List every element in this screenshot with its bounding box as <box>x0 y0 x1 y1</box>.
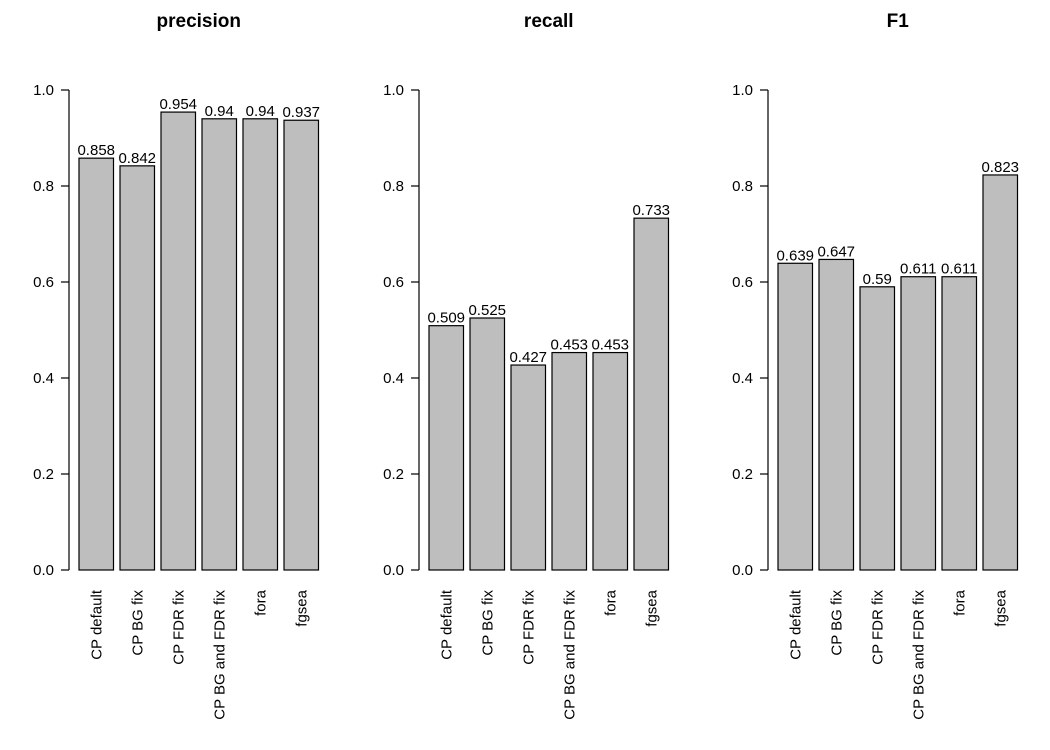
y-tick-label: 0.8 <box>732 178 753 195</box>
x-category-label: CP BG fix <box>479 590 496 656</box>
y-tick-label: 0.6 <box>732 274 753 291</box>
bar <box>510 364 547 571</box>
y-tick-label: 0.8 <box>33 178 54 195</box>
bar <box>242 118 279 571</box>
x-category-label: fora <box>951 589 968 616</box>
bar-value-label: 0.525 <box>468 302 506 319</box>
bar <box>469 317 506 571</box>
x-category-label: CP FDR fix <box>869 590 886 665</box>
y-tick-label: 1.0 <box>383 82 404 99</box>
bar <box>777 262 814 571</box>
x-category-label: fora <box>602 589 619 616</box>
y-tick-label: 0.2 <box>732 466 753 483</box>
bar <box>592 351 629 571</box>
y-tick-label: 1.0 <box>33 82 54 99</box>
x-category-label: CP default <box>787 589 804 660</box>
bar <box>160 111 197 571</box>
bar-value-label: 0.842 <box>118 150 156 167</box>
bar <box>900 276 937 571</box>
x-category-label: fgsea <box>293 589 310 626</box>
bar-value-label: 0.937 <box>282 104 320 121</box>
x-category-label: CP BG and FDR fix <box>211 590 228 720</box>
bar-value-label: 0.453 <box>591 337 629 354</box>
x-category-label: fgsea <box>992 589 1009 626</box>
bar <box>119 165 156 571</box>
x-category-label: CP default <box>438 589 455 660</box>
bar-value-label: 0.954 <box>159 96 197 113</box>
y-tick-label: 0.2 <box>383 466 404 483</box>
chart-title: precision <box>157 11 241 32</box>
bar <box>551 351 588 571</box>
bar-value-label: 0.611 <box>941 261 977 278</box>
bar-value-label: 0.94 <box>246 103 275 120</box>
y-tick-label: 0.8 <box>383 178 404 195</box>
bar <box>859 286 896 571</box>
x-category-label: CP FDR fix <box>520 590 537 665</box>
bar <box>428 325 465 571</box>
bar-value-label: 0.823 <box>981 159 1019 176</box>
x-category-label: fgsea <box>643 589 660 626</box>
y-tick-label: 0.4 <box>33 370 54 387</box>
y-tick-label: 0.0 <box>732 562 753 579</box>
bar <box>941 276 978 571</box>
x-category-label: CP BG fix <box>828 590 845 656</box>
bar-value-label: 0.647 <box>817 243 855 260</box>
bar-value-label: 0.639 <box>776 247 814 264</box>
bar-value-label: 0.509 <box>427 310 465 327</box>
y-tick-label: 0.0 <box>383 562 404 579</box>
x-category-label: CP default <box>88 589 105 660</box>
bar <box>633 217 670 571</box>
y-tick-label: 1.0 <box>732 82 753 99</box>
chart-title: F1 <box>887 11 910 32</box>
y-tick-label: 0.4 <box>732 370 753 387</box>
bar <box>982 174 1019 571</box>
y-tick-label: 0.4 <box>383 370 404 387</box>
x-category-label: CP BG and FDR fix <box>910 590 927 720</box>
x-category-label: CP BG and FDR fix <box>561 590 578 720</box>
bar-value-label: 0.94 <box>205 103 234 120</box>
bar <box>818 258 855 571</box>
y-tick-label: 0.6 <box>33 274 54 291</box>
bar-value-label: 0.59 <box>863 271 892 288</box>
x-category-label: fora <box>252 589 269 616</box>
x-category-label: CP BG fix <box>129 590 146 656</box>
bar-value-label: 0.453 <box>550 337 588 354</box>
y-tick-label: 0.2 <box>33 466 54 483</box>
x-category-label: CP FDR fix <box>170 590 187 665</box>
bar-value-label: 0.611 <box>900 261 936 278</box>
bar <box>78 157 115 571</box>
bar-value-label: 0.858 <box>77 142 115 159</box>
y-tick-label: 0.6 <box>383 274 404 291</box>
chart-title: recall <box>524 11 574 32</box>
bar-value-label: 0.427 <box>509 349 547 366</box>
bar <box>201 118 238 571</box>
y-tick-label: 0.0 <box>33 562 54 579</box>
bar <box>283 119 320 571</box>
bar-value-label: 0.733 <box>632 202 670 219</box>
